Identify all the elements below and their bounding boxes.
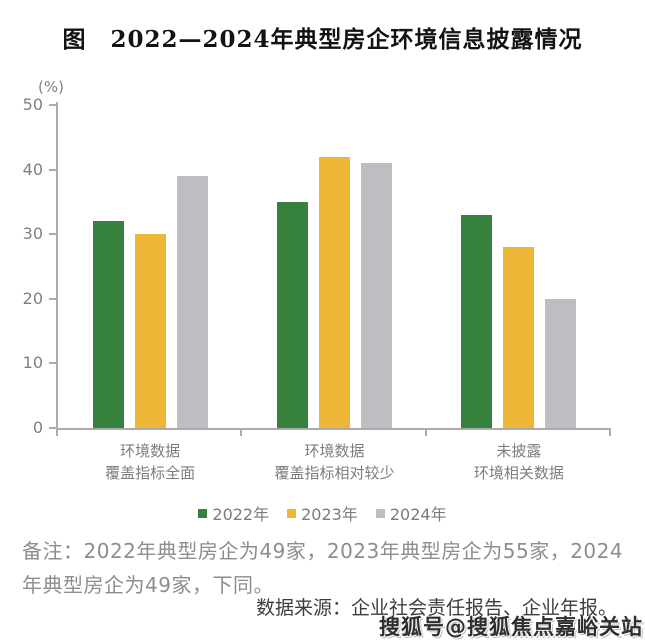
y-tick-mark [49,168,56,171]
x-tick-mark [609,428,611,436]
chart-legend: 2022年 2023年 2024年 [0,501,645,525]
y-tick-mark [49,362,56,365]
category-label-line: 环境相关数据 [473,464,564,482]
category-label: 未披露 环境相关数据 [424,440,614,484]
category-label-line: 覆盖指标全面 [105,464,196,482]
y-tick-label: 20 [22,288,43,308]
y-tick-mark [49,233,56,236]
legend-label: 2024年 [389,505,447,524]
bar-2024年-group1 [176,176,208,428]
legend-label: 2022年 [212,505,270,524]
note-text: 备注：2022年典型房企为49家，2023年典型房企为55家，2024 年典型房… [22,534,628,602]
x-tick-mark [424,428,427,436]
legend-item-2023年: 2023年 [287,501,358,525]
y-tick-label: 0 [32,418,43,437]
note-line-1: 备注：2022年典型房企为49家，2023年典型房企为55家，2024 [22,539,624,563]
note-line-2: 年典型房企为49家，下同。 [22,573,274,597]
y-tick-label: 10 [22,353,43,373]
bar-2023年-group1 [134,234,166,428]
category-label-line: 未披露 [496,442,542,460]
y-axis-line [56,102,58,428]
category-label: 环境数据覆盖指标全面 [55,440,245,484]
data-source-text: 数据来源：企业社会责任报告、企业年报。 [255,597,617,619]
legend-item-2024年: 2024年 [375,501,447,525]
category-label: 环境数据覆盖指标相对较少 [240,440,430,484]
bar-2023年-group3 [503,247,535,428]
legend-swatch-icon [375,508,385,518]
x-axis-line [56,428,611,430]
legend-item-2022年: 2022年 [198,501,269,525]
legend-swatch-icon [287,508,297,518]
y-tick-mark [49,104,56,106]
y-axis-unit-label: (%) [38,78,64,96]
bar-2024年-group3 [545,298,577,428]
category-label-line: 环境数据 [304,442,365,460]
category-label-line: 覆盖指标相对较少 [274,464,395,482]
y-tick-label: 50 [22,95,43,114]
x-tick-mark [56,428,58,436]
category-label-line: 环境数据 [120,442,181,460]
bar-2022年-group1 [92,221,124,428]
y-tick-mark [49,427,56,429]
legend-label: 2023年 [301,505,358,524]
y-tick-mark [49,297,56,300]
bar-2022年-group2 [277,201,308,428]
chart-title: 图 2022—2024年典型房企环境信息披露情况 [62,26,583,53]
bar-2024年-group2 [361,163,392,428]
x-tick-mark [240,428,243,436]
legend-swatch-icon [198,508,208,518]
watermark-text: 搜狐号@搜狐焦点嘉峪关站 [379,615,643,639]
bar-2022年-group3 [461,214,493,428]
y-tick-label: 40 [22,159,43,179]
y-tick-label: 30 [22,224,43,244]
bar-2023年-group2 [319,156,350,428]
